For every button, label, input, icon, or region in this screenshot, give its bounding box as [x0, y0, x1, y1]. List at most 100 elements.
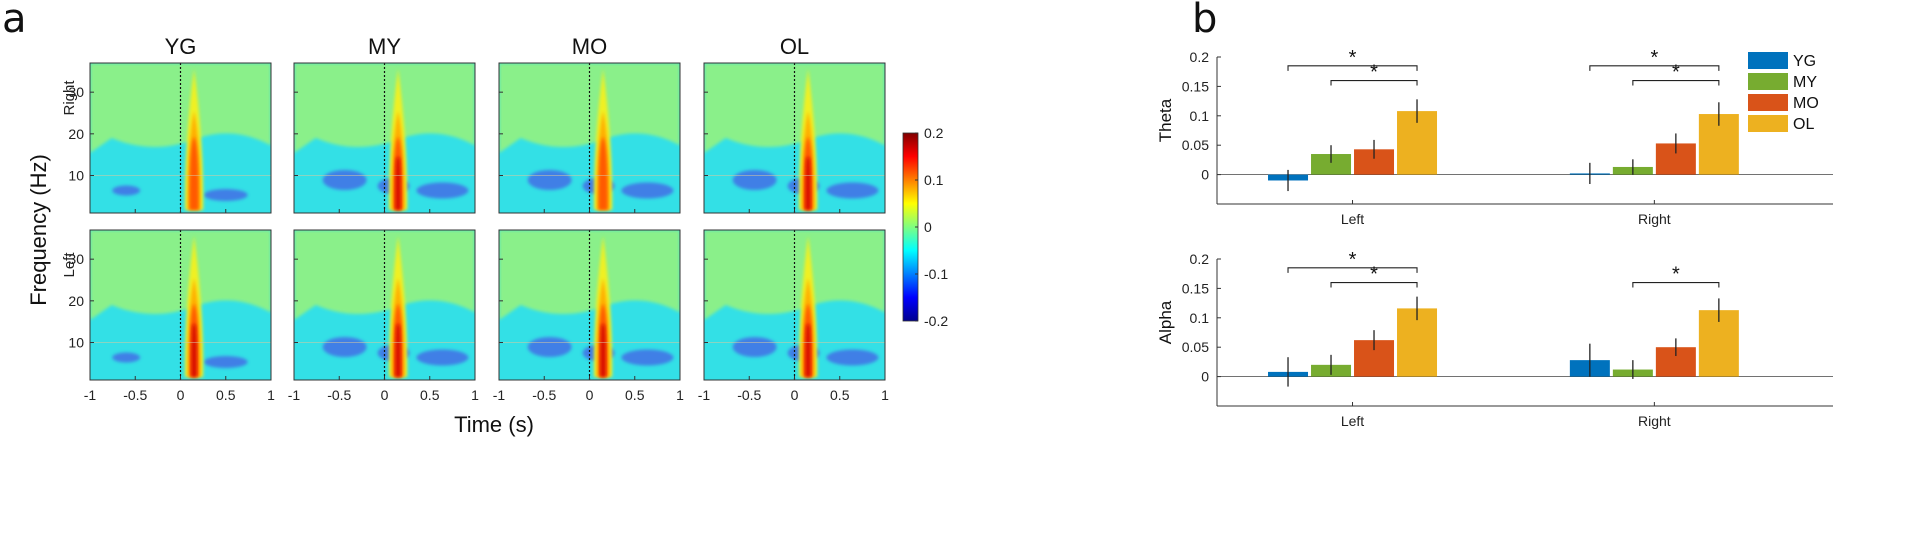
tf-panel-ol-left: -1 -0.5 0 0.5 1: [698, 229, 889, 403]
x-tick-label: 0.5: [625, 387, 645, 403]
column-title: OL: [780, 34, 809, 59]
legend-label-ol: OL: [1793, 116, 1814, 133]
y-tick-label: 0.15: [1182, 280, 1209, 296]
y-tick-label: 0: [1201, 167, 1209, 183]
y-tick-label: 0.05: [1182, 137, 1209, 153]
colorbar-tick-label: 0.2: [924, 125, 944, 141]
column-title: MO: [572, 34, 607, 59]
x-tick-label: -0.5: [532, 387, 556, 403]
significance-bracket: [1330, 79, 1418, 86]
y-tick-label: 30: [68, 84, 84, 100]
y-tick-label: 0.2: [1190, 49, 1210, 65]
tf-panel-ol-right: OL: [703, 34, 886, 214]
x-tick-label: 0: [791, 387, 799, 403]
tf-panel-my-right: MY: [293, 34, 476, 214]
legend-label-mo: MO: [1793, 95, 1819, 112]
tf-power-plume: [600, 323, 606, 377]
y-axis-label: Frequency (Hz): [26, 154, 51, 306]
tf-negative-blob: [621, 182, 674, 199]
significance-marker: *: [1370, 264, 1378, 286]
tf-negative-blob: [826, 349, 879, 366]
tf-negative-blob: [527, 170, 572, 190]
legend-swatch-ol: [1748, 115, 1788, 132]
x-tick-label: Right: [1638, 413, 1671, 429]
tf-power-plume: [395, 323, 401, 377]
y-tick-label: 30: [68, 251, 84, 267]
colorbar-tick-label: -0.2: [924, 313, 948, 329]
tf-panel-mo-right: MO: [498, 34, 681, 214]
row-label: Right: [61, 80, 78, 116]
y-tick-label: 0.1: [1190, 310, 1210, 326]
tf-power-plume: [189, 136, 199, 210]
y-axis-label: Alpha: [1156, 300, 1175, 344]
tf-negative-blob: [203, 189, 248, 201]
legend-swatch-mo: [1748, 94, 1788, 111]
tf-negative-blob: [621, 349, 674, 366]
tf-negative-blob: [826, 182, 879, 199]
colorbar-tick-label: 0: [924, 219, 932, 235]
tf-negative-blob: [416, 349, 469, 366]
y-tick-label: 0.05: [1182, 339, 1209, 355]
column-title: MY: [368, 34, 401, 59]
y-tick-label: 10: [68, 335, 84, 351]
tf-power-plume: [598, 136, 608, 210]
x-tick-label: -1: [84, 387, 97, 403]
legend-swatch-yg: [1748, 52, 1788, 69]
panel-label-a: a: [2, 0, 27, 42]
panel-label-b: b: [1192, 0, 1218, 42]
x-tick-label: Left: [1341, 211, 1364, 227]
legend-label-my: MY: [1793, 74, 1817, 91]
tf-panel-yg-right: 10 20 30 YG: [68, 34, 272, 214]
y-tick-label: 0.15: [1182, 78, 1209, 94]
significance-bracket: [1287, 267, 1418, 273]
legend-swatch-my: [1748, 73, 1788, 90]
y-tick-label: 10: [68, 168, 84, 184]
x-tick-label: Right: [1638, 211, 1671, 227]
y-tick-label: 0.2: [1190, 251, 1210, 267]
x-tick-label: 0.5: [420, 387, 440, 403]
colorbar-tick-label: 0.1: [924, 172, 944, 188]
significance-marker: *: [1672, 62, 1680, 84]
column-title: YG: [165, 34, 197, 59]
tf-negative-blob: [203, 356, 248, 368]
x-axis-label: Time (s): [454, 412, 534, 437]
tf-negative-blob: [416, 182, 469, 199]
tf-power-plume: [805, 156, 811, 210]
significance-bracket: [1287, 65, 1418, 71]
x-tick-label: 1: [676, 387, 684, 403]
y-tick-label: 20: [68, 293, 84, 309]
significance-marker: *: [1672, 264, 1680, 286]
colorbar-tick-label: -0.1: [924, 266, 948, 282]
x-tick-label: -0.5: [327, 387, 351, 403]
significance-bracket: [1632, 281, 1720, 288]
tf-negative-blob: [732, 170, 777, 190]
significance-marker: *: [1370, 62, 1378, 84]
x-tick-label: 0: [177, 387, 185, 403]
bar-chart-alpha: 0.2 0.15 0.1 0.05 0 Alpha Left Right * * *: [1156, 249, 1833, 429]
significance-marker: *: [1349, 249, 1357, 271]
bar-chart-theta: 0.2 0.15 0.1 0.05 0 Theta Left Right * * * * YG MY MO O…: [1156, 47, 1833, 227]
significance-marker: *: [1349, 47, 1357, 69]
tf-negative-blob: [322, 337, 367, 357]
x-tick-label: 1: [881, 387, 889, 403]
y-tick-label: 20: [68, 126, 84, 142]
x-tick-label: 1: [471, 387, 479, 403]
bar-figure: 0.2 0.15 0.1 0.05 0 Theta Left Right * * * * YG MY MO O…: [1156, 47, 1833, 429]
tf-negative-blob: [322, 170, 367, 190]
x-tick-label: 0.5: [830, 387, 850, 403]
x-tick-label: -1: [288, 387, 301, 403]
significance-marker: *: [1650, 47, 1658, 69]
tf-panel-mo-left: -1 -0.5 0 0.5 1: [493, 229, 684, 403]
y-tick-label: 0.1: [1190, 108, 1210, 124]
row-label: Left: [61, 252, 78, 278]
x-tick-label: 0.5: [216, 387, 236, 403]
tf-power-plume: [395, 156, 401, 210]
x-tick-label: -0.5: [123, 387, 147, 403]
tf-power-plume: [191, 323, 197, 377]
legend-label-yg: YG: [1793, 53, 1816, 70]
tf-negative-blob: [732, 337, 777, 357]
tf-negative-blob: [527, 337, 572, 357]
significance-bracket: [1632, 79, 1720, 86]
x-tick-label: -1: [698, 387, 711, 403]
tf-negative-blob: [112, 185, 141, 196]
